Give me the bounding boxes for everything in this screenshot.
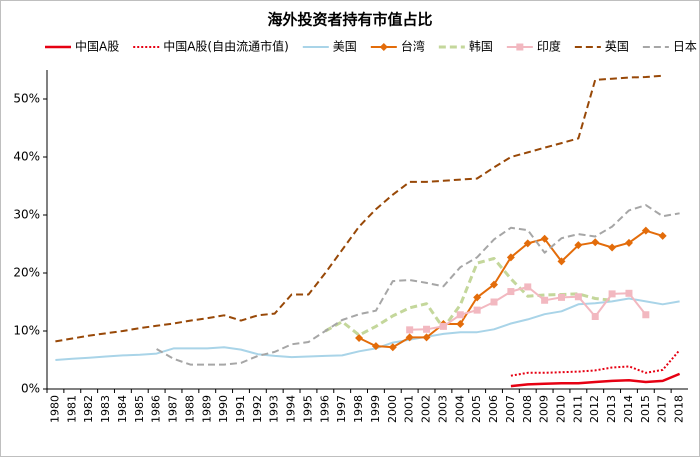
x-tick-label: 1997: [335, 395, 348, 423]
marker: [371, 342, 380, 351]
x-tick-label: 2008: [521, 395, 534, 423]
marker: [405, 333, 414, 342]
marker: [540, 234, 549, 243]
x-tick-label: 2018: [673, 395, 686, 423]
marker: [608, 290, 616, 298]
x-tick-label: 1994: [285, 395, 298, 423]
x-tick-label: 2015: [639, 395, 652, 423]
legend-marker: [516, 43, 524, 51]
marker: [591, 313, 599, 320]
series-line: [156, 204, 680, 366]
x-tick-label: 1988: [183, 395, 196, 423]
x-tick-label: 1982: [82, 395, 95, 423]
x-tick-label: 2017: [656, 395, 669, 423]
marker: [658, 231, 667, 240]
marker: [608, 243, 617, 252]
x-tick-label: 1985: [133, 395, 146, 423]
marker: [624, 238, 633, 247]
marker: [473, 306, 481, 314]
legend-label: 中国A股: [75, 39, 119, 54]
x-tick-label: 2014: [622, 395, 635, 423]
y-tick-label: 0%: [21, 382, 40, 396]
series-line: [55, 74, 663, 343]
x-tick-label: 1980: [48, 395, 61, 423]
x-tick-label: 2006: [487, 395, 500, 423]
marker: [523, 239, 532, 248]
x-tick-label: 2003: [436, 395, 449, 423]
x-tick-label: 2011: [571, 395, 584, 423]
x-tick-label: 2012: [588, 395, 601, 423]
y-tick-label: 40%: [13, 150, 40, 164]
y-tick-label: 50%: [13, 92, 40, 106]
x-tick-label: 2013: [605, 395, 618, 423]
legend-label: 台湾: [401, 39, 425, 54]
marker: [473, 293, 482, 302]
legend-marker: [379, 43, 388, 51]
x-tick-label: 1998: [352, 395, 365, 423]
x-tick-label: 1986: [150, 395, 163, 423]
x-tick-label: 1983: [99, 395, 112, 423]
x-tick-label: 2000: [386, 395, 399, 423]
y-tick-label: 20%: [13, 266, 40, 280]
marker: [524, 283, 532, 291]
chart-title: 海外投资者持有市值占比: [267, 11, 432, 29]
marker: [507, 288, 515, 296]
x-tick-label: 1995: [301, 395, 314, 423]
marker: [557, 257, 566, 266]
marker: [574, 293, 582, 301]
x-tick-label: 1987: [167, 395, 180, 423]
x-tick-label: 1989: [200, 395, 213, 423]
series-line: [510, 372, 681, 388]
marker: [625, 289, 633, 297]
marker: [490, 298, 498, 306]
marker: [422, 333, 431, 342]
marker: [541, 296, 549, 304]
x-tick-label: 1981: [65, 395, 78, 423]
x-tick-label: 2004: [453, 395, 466, 423]
y-tick-label: 30%: [13, 208, 40, 222]
legend-label: 英国: [605, 40, 629, 54]
x-tick-label: 1984: [116, 395, 129, 423]
marker: [506, 253, 515, 262]
y-tick-label: 10%: [13, 324, 40, 338]
marker: [456, 320, 465, 329]
legend-label: 日本: [673, 40, 697, 54]
x-tick-label: 1999: [369, 395, 382, 423]
x-tick-label: 1990: [217, 395, 230, 423]
x-tick-label: 1993: [268, 395, 281, 423]
x-tick-label: 2010: [554, 395, 567, 423]
x-tick-label: 2001: [403, 395, 416, 423]
x-tick-label: 1996: [318, 395, 331, 423]
marker: [591, 238, 600, 247]
x-tick-label: 2009: [538, 395, 551, 423]
marker: [456, 311, 464, 319]
marker: [423, 325, 431, 333]
marker: [439, 322, 447, 330]
marker: [490, 280, 499, 289]
x-tick-label: 2005: [470, 395, 483, 423]
legend-label: 美国: [333, 40, 357, 54]
marker: [641, 226, 650, 235]
marker: [355, 333, 364, 342]
legend-label: 中国A股(自由流通市值): [163, 39, 289, 54]
marker: [406, 326, 414, 334]
x-tick-label: 2007: [504, 395, 517, 423]
legend-label: 印度: [537, 39, 561, 54]
series-line: [510, 349, 681, 377]
marker: [388, 343, 397, 352]
series-line: [55, 297, 680, 361]
marker: [642, 311, 650, 319]
marker: [574, 241, 583, 250]
legend-label: 韩国: [469, 39, 493, 54]
x-tick-label: 1991: [234, 395, 247, 423]
x-tick-label: 1992: [251, 395, 264, 423]
x-tick-label: 2002: [420, 395, 433, 423]
marker: [557, 293, 565, 301]
